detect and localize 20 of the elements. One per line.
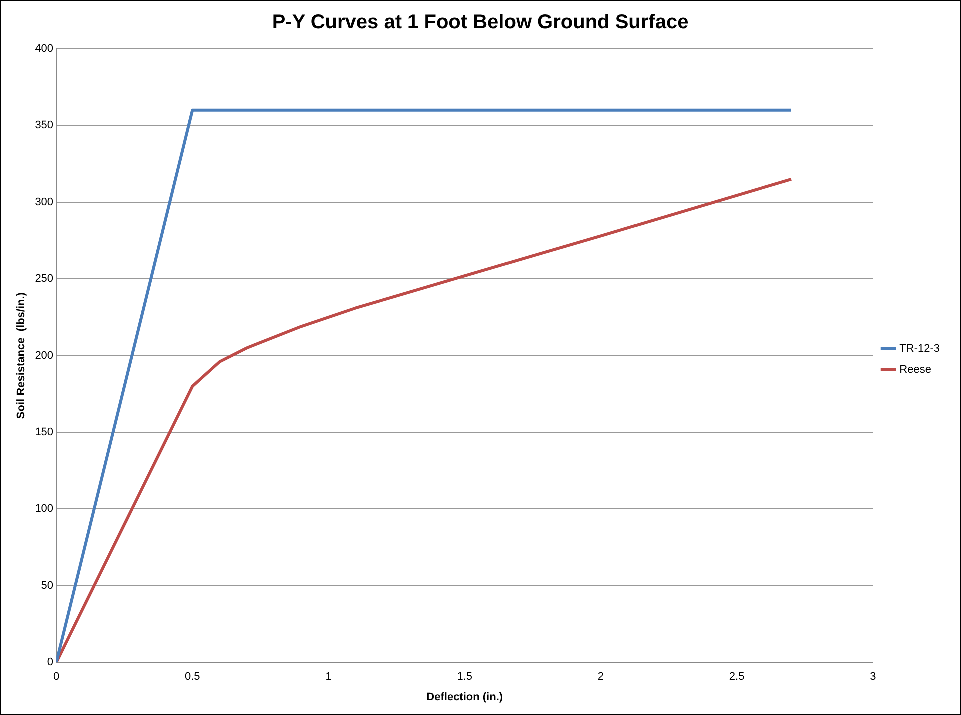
x-tick-label: 2.5 [729,671,745,684]
y-tick-label: 150 [35,426,54,439]
y-tick-label: 350 [35,120,54,132]
y-tick-label: 250 [35,273,54,286]
y-tick-label: 0 [47,656,54,669]
x-tick-label: 0.5 [185,671,200,684]
y-tick-label: 100 [35,503,54,516]
y-tick-label: 300 [35,196,54,208]
x-tick-label: 2 [598,671,604,684]
x-tick-label: 3 [870,671,876,684]
y-tick-label: 50 [41,580,54,592]
y-tick-label: 200 [35,350,54,362]
legend-label: Reese [900,364,932,376]
legend-label: TR-12-3 [900,343,940,356]
x-tick-label: 1 [326,671,332,684]
chart-title: P-Y Curves at 1 Foot Below Ground Surface [272,12,689,34]
y-axis-title: Soil Resistance (lbs/in.) [16,292,28,420]
x-tick-label: 1.5 [457,671,473,684]
y-tick-label: 400 [35,43,54,56]
x-axis-title: Deflection (in.) [426,691,504,704]
